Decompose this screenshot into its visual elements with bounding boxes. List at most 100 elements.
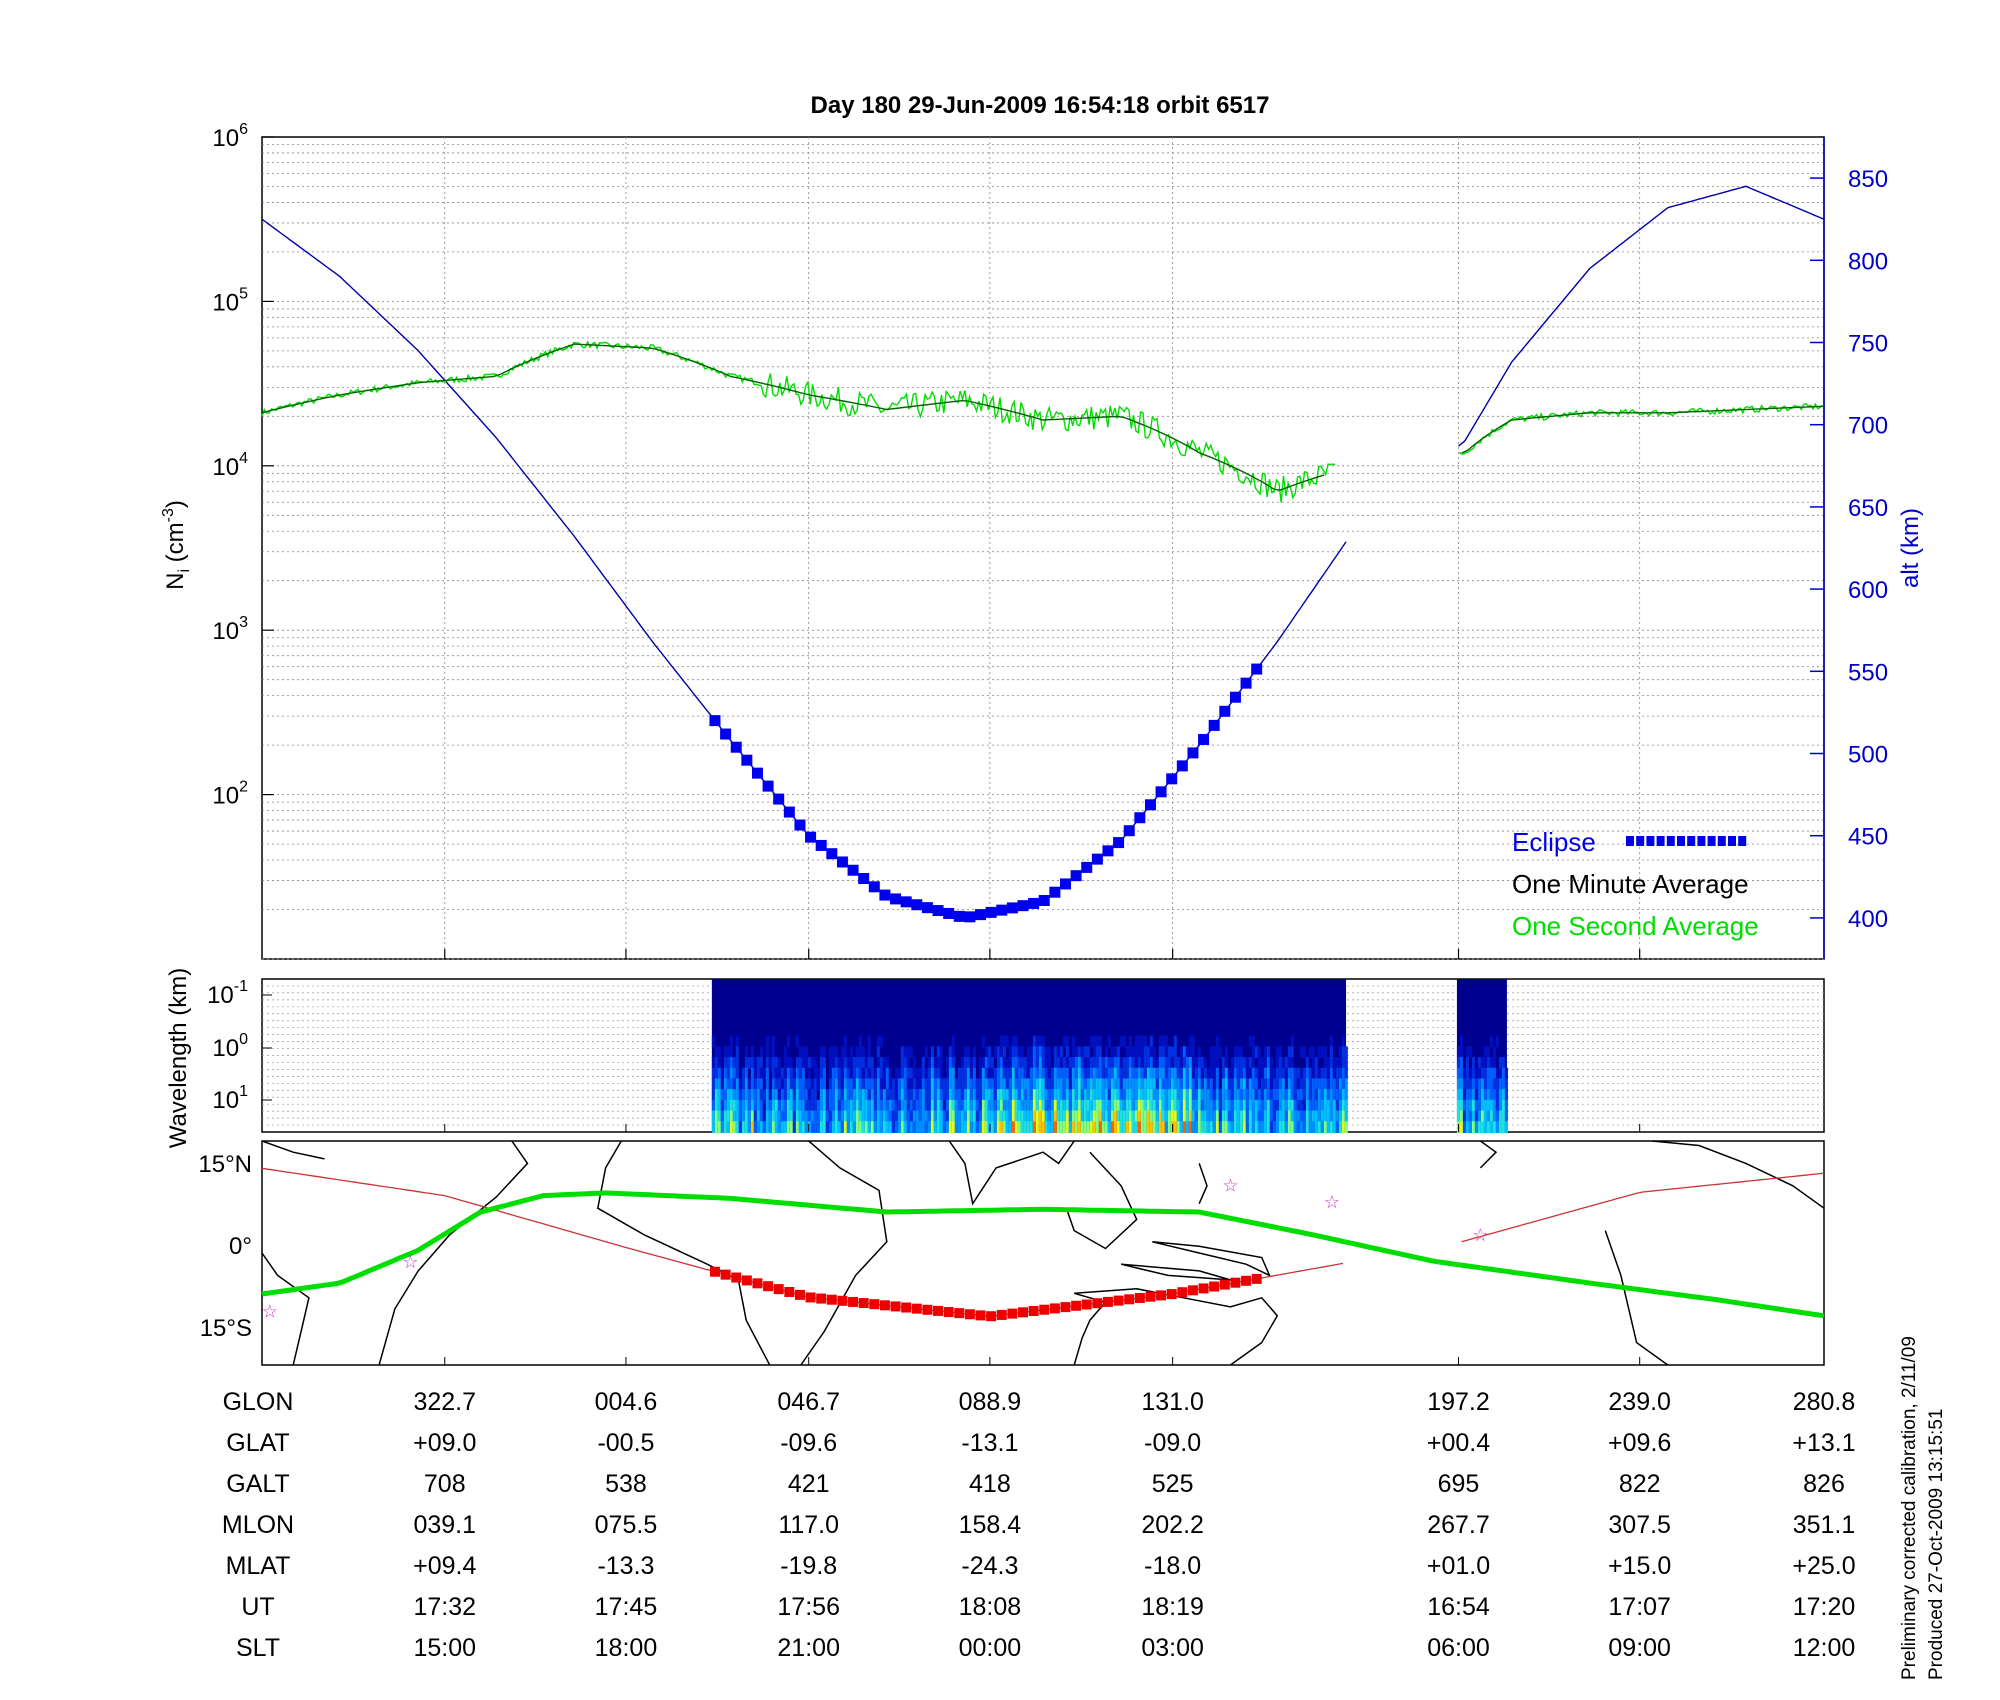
spectrogram-cell: [1161, 1035, 1165, 1048]
spectrogram-cell: [957, 1121, 961, 1133]
spectrogram-cell: [1008, 1078, 1012, 1091]
spectrogram-cell: [1083, 1078, 1087, 1091]
spectrogram-cell: [1134, 1035, 1138, 1048]
spectrogram-cell: [1116, 1078, 1120, 1091]
table-cell: 17:32: [413, 1593, 476, 1621]
coastline: [1198, 1163, 1208, 1204]
spectrogram-cell: [885, 1089, 889, 1101]
spectrogram-cell: [1326, 1121, 1330, 1133]
spectrogram-cell: [1260, 1110, 1264, 1123]
spectrogram-cell: [1335, 1067, 1339, 1080]
spectrogram-cell: [1299, 1110, 1303, 1123]
spectrogram-cell: [981, 1110, 985, 1123]
spectrogram-cell: [1173, 1057, 1177, 1069]
spectrogram-cell: [822, 1089, 826, 1101]
spectrogram-cell: [1155, 1078, 1159, 1091]
spectrogram-cell: [1086, 1078, 1090, 1091]
spectrogram-cell: [1305, 1089, 1309, 1101]
spectrogram-cell: [1468, 1110, 1472, 1123]
spectrogram-cell: [1344, 1078, 1348, 1091]
spectrogram-cell: [1188, 1046, 1192, 1059]
spectrogram-cell: [963, 1046, 967, 1059]
spectrogram-cell: [1495, 1099, 1499, 1112]
coastline: [378, 1140, 529, 1366]
table-cell: -24.3: [961, 1552, 1018, 1580]
spectrogram-cell: [798, 1121, 802, 1133]
spectrogram-cell: [756, 1067, 760, 1080]
spectrogram-cell: [1260, 1067, 1264, 1080]
spectrogram-cell: [1143, 1099, 1147, 1112]
spectrogram-cell: [888, 1067, 892, 1080]
spectrogram-cell: [996, 1110, 1000, 1123]
eclipse-track-marker: [1124, 1294, 1135, 1305]
spectrogram-cell: [849, 1067, 853, 1080]
map-y-tick-label: 0°: [229, 1233, 252, 1260]
spectrogram-cell: [1257, 1121, 1261, 1133]
spectrogram-cell: [1113, 1078, 1117, 1091]
spectrogram-cell: [711, 1078, 715, 1091]
spectrogram-cell: [1483, 1099, 1487, 1112]
spectrogram-cell: [1170, 1067, 1174, 1080]
spectrogram-cell: [1197, 1110, 1201, 1123]
spectrogram-cell: [729, 1089, 733, 1101]
spectrogram-cell: [1323, 1057, 1327, 1069]
spectrogram-cell: [816, 1110, 820, 1123]
spectrogram-cell: [936, 1121, 940, 1133]
spectrogram-cell: [1266, 1099, 1270, 1112]
spectrogram-cell: [1459, 1099, 1463, 1112]
spectrogram-cell: [1161, 1046, 1165, 1059]
spectrogram-cell: [1095, 1046, 1099, 1059]
spectrogram-cell: [1329, 1078, 1333, 1091]
spectrogram-cell: [951, 1046, 955, 1059]
spectrogram-cell: [1110, 1121, 1114, 1133]
spectrogram-cell: [828, 1099, 832, 1112]
spectrogram-cell: [1305, 1121, 1309, 1133]
spectrogram-cell: [963, 1089, 967, 1101]
spectrogram-cell: [768, 1057, 772, 1069]
eclipse-track-marker: [975, 1310, 986, 1321]
spectrogram-cell: [1077, 1110, 1081, 1123]
spectrogram-cell: [1501, 1099, 1505, 1112]
spectrogram-cell: [987, 1057, 991, 1069]
spectrogram-cell: [747, 1089, 751, 1101]
spectrogram-cell: [900, 1067, 904, 1080]
spectrogram-cell: [903, 1099, 907, 1112]
spectrogram-cell: [867, 1078, 871, 1091]
spectrogram-cell: [741, 1078, 745, 1091]
spectrogram-cell: [1083, 1046, 1087, 1059]
spectrogram-cell: [810, 1089, 814, 1101]
spectrogram-cell: [1200, 1067, 1204, 1080]
spectrogram-cell: [1167, 1110, 1171, 1123]
spectrogram-cell: [1014, 1089, 1018, 1101]
spectrogram-cell: [1017, 1078, 1021, 1091]
spectrogram-cell: [1053, 1089, 1057, 1101]
spectrogram-cell: [798, 1067, 802, 1080]
spectrogram-cell: [1248, 1067, 1252, 1080]
spectrogram-cell: [996, 1067, 1000, 1080]
eclipse-marker: [1049, 886, 1061, 898]
spectrogram-cell: [1248, 1121, 1252, 1133]
spectrogram-cell: [1272, 1067, 1276, 1080]
spectrogram-cell: [1335, 1078, 1339, 1091]
spectrogram-cell: [828, 1078, 832, 1091]
spectrogram-cell: [792, 1078, 796, 1091]
spectrogram-cell: [825, 1089, 829, 1101]
spectrogram-cell: [1335, 1099, 1339, 1112]
spectrogram-cell: [738, 1089, 742, 1101]
spectrogram-cell: [1248, 1089, 1252, 1101]
spectrogram-cell: [1116, 1067, 1120, 1080]
spectrogram-cell: [1071, 1035, 1075, 1048]
spectrogram-cell: [1077, 1089, 1081, 1101]
y-tick-exponent: 6: [239, 121, 248, 138]
spectrogram-cell: [1341, 1078, 1345, 1091]
spectrogram-cell: [786, 1110, 790, 1123]
spectrogram-cell: [945, 1110, 949, 1123]
spectrogram-cell: [1272, 1089, 1276, 1101]
spectrogram-cell: [1471, 1057, 1475, 1069]
spectrogram-cell: [1254, 1046, 1258, 1059]
spectrogram-cell: [1065, 1110, 1069, 1123]
map-panel: ☆☆☆☆☆ 15°N0°15°S: [198, 1140, 1825, 1366]
spectrogram-cell: [1236, 1121, 1240, 1133]
spectrogram-cell: [990, 1078, 994, 1091]
spectrogram-cell: [1224, 1099, 1228, 1112]
